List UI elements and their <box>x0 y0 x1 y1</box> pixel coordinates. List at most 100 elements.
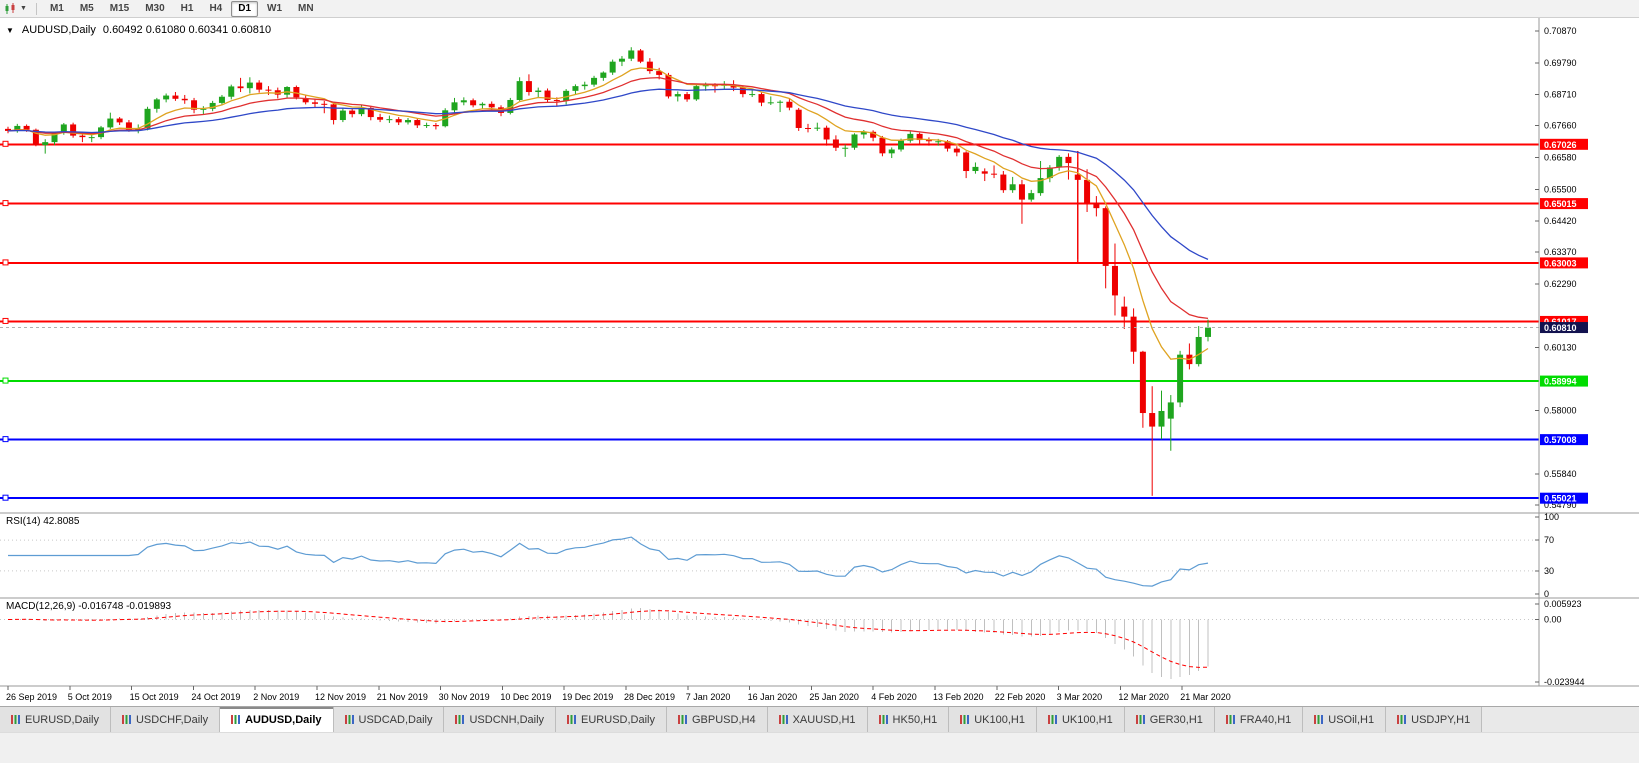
candle-body <box>256 82 263 90</box>
candle-body <box>311 102 318 104</box>
timeframe-button-m30[interactable]: M30 <box>145 2 165 14</box>
candle-body <box>963 152 970 172</box>
price-flag-label: 0.67026 <box>1544 140 1577 150</box>
timeframe-toolbar: ▼ M1 M5 M15 M30 H1 H4 D1 W1 MN <box>0 0 1639 18</box>
candle-body <box>1093 203 1100 209</box>
chart-tab-fra40-h1[interactable]: FRA40,H1 <box>1214 707 1304 732</box>
chart-tab-usdchf-daily[interactable]: USDCHF,Daily <box>110 707 221 732</box>
candle-body <box>572 86 579 91</box>
line-handle[interactable] <box>2 377 9 384</box>
tab-label: GBPUSD,H4 <box>692 713 756 726</box>
candle-body <box>814 127 821 129</box>
rsi-title-label: RSI(14) 42.8085 <box>6 516 80 527</box>
mini-chart-icon <box>455 715 465 724</box>
timeframe-button-m5[interactable]: M5 <box>79 2 94 14</box>
candle-body <box>888 149 895 154</box>
candle-body <box>460 100 467 103</box>
candle-body <box>879 137 886 154</box>
chart-tab-usdcad-daily[interactable]: USDCAD,Daily <box>333 707 445 732</box>
tab-label: UK100,H1 <box>1061 713 1113 726</box>
candle-body <box>525 81 532 93</box>
candle-body <box>991 173 998 175</box>
mini-chart-icon <box>231 715 241 724</box>
candle-body <box>274 90 281 95</box>
candle-body <box>79 135 86 138</box>
chart-tab-usdcnh-daily[interactable]: USDCNH,Daily <box>444 707 557 732</box>
chart-tab-usdjpy-h1[interactable]: USDJPY,H1 <box>1386 707 1483 732</box>
timeframe-button-d1[interactable]: D1 <box>231 0 259 17</box>
candle-body <box>432 125 439 127</box>
line-handle[interactable] <box>2 317 9 324</box>
candle-body <box>1111 265 1118 296</box>
candle-body <box>609 61 616 73</box>
bottom-strip <box>0 732 1639 763</box>
mini-chart-icon <box>1047 715 1057 724</box>
chart-tab-eurusd-daily[interactable]: EURUSD,Daily <box>0 707 111 732</box>
mini-chart-icon <box>11 715 20 724</box>
tab-label: XAUUSD,H1 <box>792 713 856 726</box>
chart-tab-uk100-h1[interactable]: UK100,H1 <box>949 707 1037 732</box>
date-axis-label: 12 Nov 2019 <box>315 692 366 702</box>
dropdown-caret-icon[interactable]: ▼ <box>20 5 27 12</box>
chart-canvas[interactable]: 0.70870 0.69790 0.68710 0.67660 0.66580 0.655… <box>0 18 1639 706</box>
tab-label: HK50,H1 <box>892 713 938 726</box>
chart-tab-uk100-h1[interactable]: UK100,H1 <box>1036 707 1125 732</box>
price-flag-label: 0.65015 <box>1544 199 1577 209</box>
timeframe-button-h4[interactable]: H4 <box>209 2 223 14</box>
candle-body <box>1056 156 1063 168</box>
candle-body <box>200 108 207 110</box>
candle-body <box>981 171 988 174</box>
candle-body <box>358 107 365 115</box>
timeframe-button-m1[interactable]: M1 <box>49 2 64 14</box>
price-axis-label: 0.67660 <box>1544 121 1577 131</box>
candle-body <box>237 86 244 89</box>
line-handle[interactable] <box>2 200 9 207</box>
candle-body <box>749 94 756 96</box>
candle-body <box>628 50 635 59</box>
chart-tab-gbpusd-h4[interactable]: GBPUSD,H4 <box>667 707 768 732</box>
candle-body <box>218 96 225 103</box>
tab-label: USOil,H1 <box>1328 713 1375 726</box>
price-flag-label: 0.55021 <box>1544 494 1577 504</box>
date-axis-label: 21 Nov 2019 <box>377 692 428 702</box>
chart-type-icon[interactable] <box>4 2 18 15</box>
chart-tab-hk50-h1[interactable]: HK50,H1 <box>867 707 950 732</box>
candle-body <box>377 117 384 120</box>
chart-tab-audusd-daily[interactable]: AUDUSD,Daily <box>220 707 334 732</box>
candle-body <box>925 140 932 142</box>
candle-body <box>1121 306 1128 317</box>
candle-body <box>916 133 923 141</box>
candle-body <box>349 110 356 115</box>
candle-body <box>786 101 793 108</box>
price-flag-label: 0.58994 <box>1544 377 1577 387</box>
rsi-axis-label: 70 <box>1544 535 1554 545</box>
candle-body <box>330 104 337 121</box>
date-axis-label: 4 Feb 2020 <box>871 692 917 702</box>
line-handle[interactable] <box>2 140 9 147</box>
collapse-triangle-icon[interactable]: ▼ <box>6 25 14 35</box>
date-axis-label: 25 Jan 2020 <box>809 692 859 702</box>
line-handle[interactable] <box>2 259 9 266</box>
line-handle[interactable] <box>2 494 9 501</box>
timeframe-button-m15[interactable]: M15 <box>109 2 130 14</box>
chart-tab-ger30-h1[interactable]: GER30,H1 <box>1124 707 1215 732</box>
candle-body <box>851 134 858 148</box>
timeframe-button-h1[interactable]: H1 <box>180 2 194 14</box>
chart-tab-usoil-h1[interactable]: USOil,H1 <box>1303 707 1387 732</box>
chart-tab-eurusd-daily[interactable]: EURUSD,Daily <box>556 707 667 732</box>
chart-tab-xauusd-h1[interactable]: XAUUSD,H1 <box>767 707 868 732</box>
candle-body <box>711 85 718 87</box>
chart-symbol-label: AUDUSD,Daily <box>21 24 96 36</box>
timeframe-button-w1[interactable]: W1 <box>267 2 283 14</box>
candle-body <box>1074 174 1081 180</box>
price-axis-label: 0.62290 <box>1544 279 1577 289</box>
line-handle[interactable] <box>2 436 9 443</box>
mini-chart-icon <box>878 715 888 724</box>
candle-body <box>470 100 477 106</box>
mini-chart-icon <box>344 715 354 724</box>
rsi-line <box>8 536 1209 587</box>
timeframe-button-mn[interactable]: MN <box>298 2 314 14</box>
rsi-axis-label: 30 <box>1544 566 1554 576</box>
price-flag <box>1540 198 1588 210</box>
rsi-axis-label: 100 <box>1544 512 1559 522</box>
